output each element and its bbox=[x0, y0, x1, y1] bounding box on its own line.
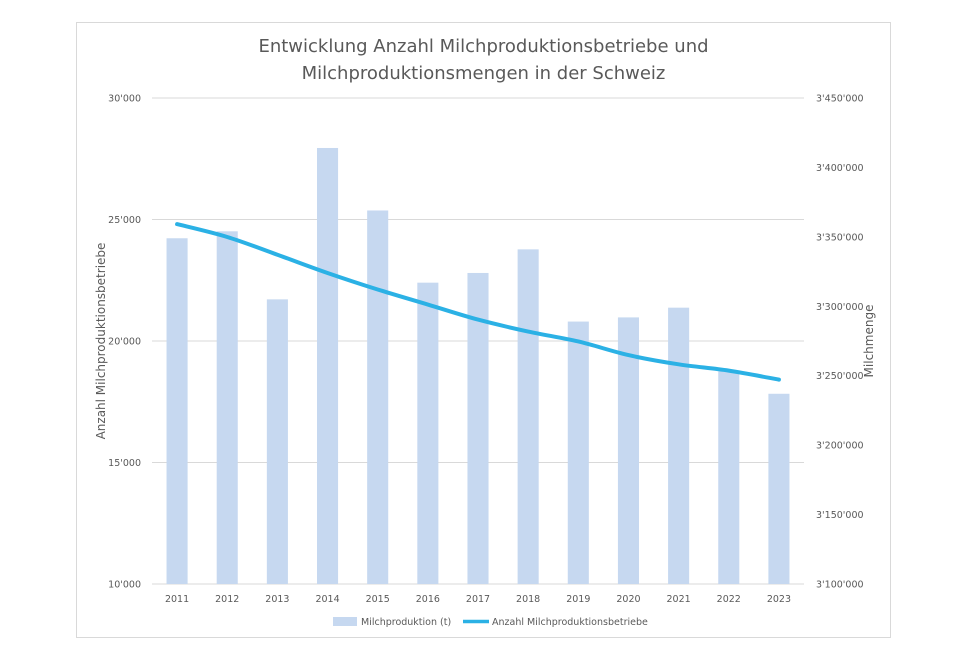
x-tick-label: 2022 bbox=[717, 594, 741, 605]
y-tick-label-right: 3'150'000 bbox=[816, 510, 864, 521]
legend-label-bars: Milchproduktion (t) bbox=[361, 617, 451, 628]
y-tick-label-right: 3'300'000 bbox=[816, 302, 864, 313]
x-tick-label: 2013 bbox=[265, 594, 289, 605]
y-axis-title-left: Anzahl Milchproduktionsbetriebe bbox=[94, 243, 108, 440]
bar bbox=[567, 321, 589, 584]
bar bbox=[367, 210, 389, 584]
x-tick-label: 2017 bbox=[466, 594, 490, 605]
chart-title-line-1: Entwicklung Anzahl Milchproduktionsbetri… bbox=[258, 36, 709, 57]
line-series bbox=[175, 222, 781, 382]
y-tick-label-right: 3'250'000 bbox=[816, 371, 864, 382]
chart-title-line-2: Milchproduktionsmengen in der Schweiz bbox=[301, 63, 666, 84]
x-tick-label: 2019 bbox=[566, 594, 590, 605]
right-axis-ticks: 3'100'000 3'150'000 3'200'000 3'250'000 3'30… bbox=[816, 94, 864, 591]
left-axis-ticks: 10'000 15'000 20'000 25'000 30'000 bbox=[108, 94, 141, 591]
y-tick-label-left: 30'000 bbox=[108, 94, 141, 105]
x-tick-label: 2018 bbox=[516, 594, 540, 605]
x-tick-label: 2012 bbox=[215, 594, 239, 605]
bar bbox=[768, 393, 790, 584]
bar bbox=[668, 307, 690, 584]
y-tick-label-left: 20'000 bbox=[108, 337, 141, 348]
bar bbox=[166, 238, 188, 584]
x-tick-label: 2020 bbox=[616, 594, 640, 605]
y-tick-label-right: 3'200'000 bbox=[816, 441, 864, 452]
x-axis-ticks: 2011 2012 2013 2014 2015 2016 2017 2018 2019 2020… bbox=[165, 594, 791, 605]
bar bbox=[467, 272, 489, 584]
legend-swatch-bars bbox=[333, 617, 357, 626]
legend-label-line: Anzahl Milchproduktionsbetriebe bbox=[492, 617, 648, 628]
x-tick-label: 2015 bbox=[366, 594, 390, 605]
bar bbox=[617, 317, 639, 584]
x-tick-label: 2021 bbox=[667, 594, 691, 605]
x-tick-label: 2023 bbox=[767, 594, 791, 605]
x-tick-label: 2014 bbox=[315, 594, 339, 605]
y-tick-label-right: 3'450'000 bbox=[816, 94, 864, 105]
bar bbox=[266, 299, 288, 584]
legend: Milchproduktion (t) Anzahl Milchprodukti… bbox=[333, 617, 648, 628]
y-tick-label-right: 3'350'000 bbox=[816, 232, 864, 243]
x-tick-label: 2011 bbox=[165, 594, 189, 605]
bar bbox=[517, 249, 539, 584]
y-axis-title-right: Milchmenge bbox=[862, 305, 876, 378]
y-tick-label-left: 25'000 bbox=[108, 215, 141, 226]
bar bbox=[317, 147, 339, 584]
bar bbox=[718, 371, 740, 584]
bar bbox=[216, 231, 238, 584]
bar bbox=[417, 282, 439, 584]
x-tick-label: 2016 bbox=[416, 594, 440, 605]
y-tick-label-left: 15'000 bbox=[108, 458, 141, 469]
y-tick-label-left: 10'000 bbox=[108, 580, 141, 591]
y-tick-label-right: 3'400'000 bbox=[816, 163, 864, 174]
bar-series bbox=[166, 147, 790, 584]
chart-title: Entwicklung Anzahl Milchproduktionsbetri… bbox=[76, 33, 891, 87]
y-tick-label-right: 3'100'000 bbox=[816, 580, 864, 591]
